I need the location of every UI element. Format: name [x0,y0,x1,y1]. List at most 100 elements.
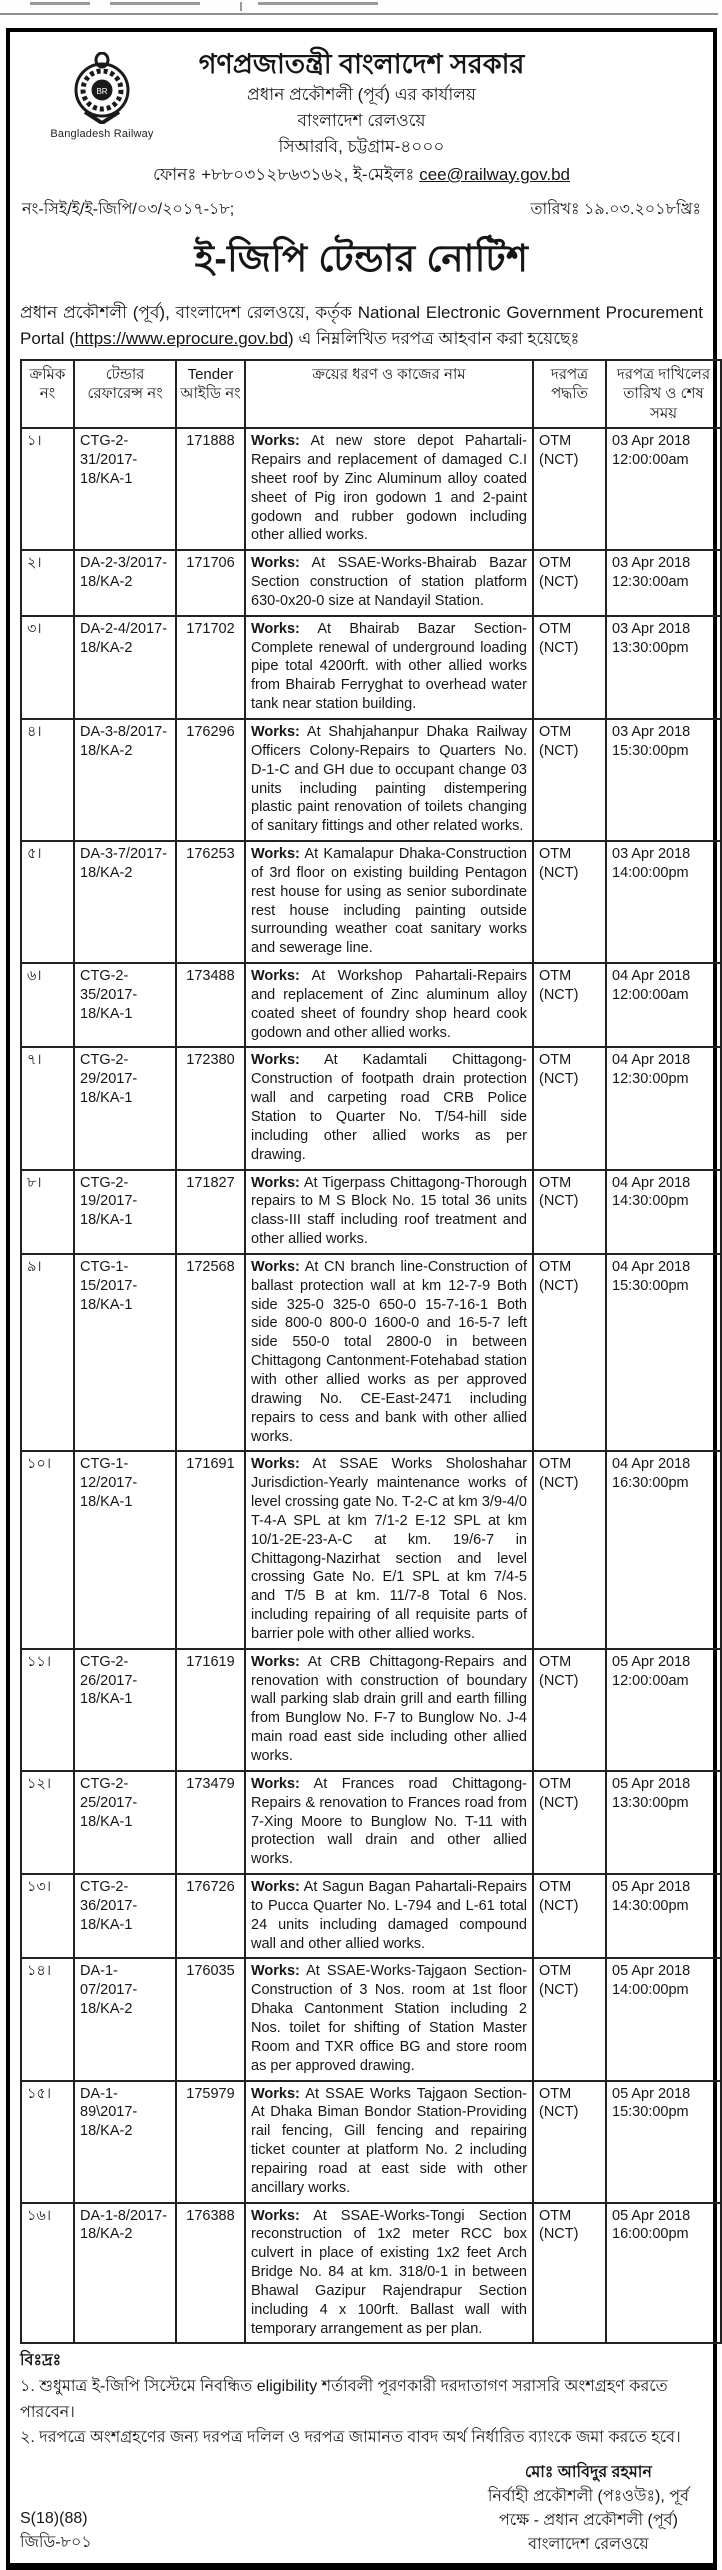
method-cell: OTM (NCT) [532,2201,607,2345]
works-label: Works: [251,968,300,985]
footer-code-1: S(18)(88) [20,2509,88,2527]
works-description-cell: Works: At Shahjahanpur Dhaka Railway Off… [244,717,534,843]
method-cell: OTM (NCT) [532,549,607,617]
submission-date: 03 Apr 2018 [612,846,691,863]
table-row: ৬। CTG-2-35/2017-18/KA-1 173488 Works: At W… [20,962,722,1049]
railway-emblem-icon: BR [74,52,130,124]
footer-codes: S(18)(88) জিডি-৮০১ [20,2507,92,2557]
submission-date-cell: 04 Apr 2018 15:30:00pm [605,1252,722,1453]
contact-line: ফোনঃ +৮৮০৩১২৮৬৩১৬২, ই-মেইলঃ cee@railway.… [20,161,703,188]
header-serial: ক্রমিক নং [20,358,75,430]
table-row: ৯। CTG-1-15/2017-18/KA-1 172568 Works: At C… [20,1252,722,1453]
serial-cell: ৭। [20,1046,75,1171]
works-label: Works: [251,1174,300,1191]
tender-id-cell: 176253 [175,840,246,965]
table-row: ১০। CTG-1-12/2017-18/KA-1 171691 Works: At … [20,1450,722,1650]
submission-date: 03 Apr 2018 [612,433,691,450]
submission-date-cell: 05 Apr 2018 12:00:00am [605,1647,722,1772]
submission-time: 15:30:00pm [612,2104,689,2121]
note-item-2: ২. দরপত্রে অংশগ্রহণের জন্য দরপত্র দলিল ও… [20,2429,681,2447]
submission-time: 15:30:00pm [612,742,689,759]
works-label: Works: [251,1052,300,1069]
tender-id-cell: 172380 [175,1046,246,1171]
tender-id-cell: 173488 [175,962,246,1049]
submission-time: 16:00:00pm [612,2226,689,2243]
works-description-cell: Works: At SSAE Works Sholoshahar Jurisdi… [244,1450,534,1650]
submission-time: 14:00:00pm [612,864,689,881]
works-description-cell: Works: At CN branch line-Construction of… [244,1252,534,1453]
works-label: Works: [251,846,300,863]
submission-date: 05 Apr 2018 [612,1653,691,1670]
works-description-cell: Works: At new store depot Pahartali-Repa… [244,427,534,552]
serial-cell: ৩। [20,614,75,720]
submission-date-cell: 05 Apr 2018 16:00:00pm [605,2201,722,2345]
header-submission: দরপত্র দাখিলের তারিখ ও শেষ সময় [605,358,722,430]
tender-id-cell: 171706 [175,549,246,617]
bangladesh-railway-logo: BR Bangladesh Railway [42,52,162,140]
method-cell: OTM (NCT) [532,717,607,843]
cut-text-artifact [240,2,242,11]
works-label: Works: [251,723,300,740]
tender-ref-cell: DA-3-7/2017-18/KA-2 [73,840,177,965]
method-cell: OTM (NCT) [532,2079,607,2204]
submission-date-cell: 05 Apr 2018 14:00:00pm [605,1957,722,2082]
tender-ref-cell: DA-1-89\2017-18/KA-2 [73,2079,177,2204]
email-link[interactable]: cee@railway.gov.bd [419,164,571,184]
works-label: Works: [251,2207,300,2224]
tender-id-cell: 171702 [175,614,246,720]
serial-cell: ৮। [20,1168,75,1255]
table-row: ৫। DA-3-7/2017-18/KA-2 176253 Works: At Kam… [20,840,722,965]
submission-date: 05 Apr 2018 [612,1775,691,1792]
submission-date: 03 Apr 2018 [612,620,691,637]
cut-text-artifact [110,2,200,5]
submission-date-cell: 04 Apr 2018 12:00:00am [605,962,722,1049]
works-description-cell: Works: At Sagun Bagan Pahartali-Repairs … [244,1873,534,1960]
table-row: ৭। CTG-2-29/2017-18/KA-1 172380 Works: At K… [20,1046,722,1171]
tender-id-cell: 171691 [175,1450,246,1650]
tender-id-cell: 171888 [175,427,246,552]
works-description-cell: Works: At Tigerpass Chittagong-Thorough … [244,1168,534,1255]
submission-date: 05 Apr 2018 [612,1879,691,1896]
submission-date: 04 Apr 2018 [612,1258,691,1275]
works-description-cell: Works: At SSAE-Works-Bhairab Bazar Secti… [244,549,534,617]
eprocure-link[interactable]: https://www.eprocure.gov.bd [74,329,289,349]
method-cell: OTM (NCT) [532,962,607,1049]
intro-text-before: প্রধান প্রকৌশলী (পূর্ব), বাংলাদেশ রেলওয়… [20,302,703,349]
tender-ref-cell: CTG-2-26/2017-18/KA-1 [73,1647,177,1772]
submission-date: 03 Apr 2018 [612,723,691,740]
works-label: Works: [251,1258,300,1275]
government-title: গণপ্রজাতন্ত্রী বাংলাদেশ সরকার [198,49,525,79]
submission-time: 14:30:00pm [612,1897,689,1914]
serial-cell: ১। [20,427,75,552]
tender-ref-cell: DA-2-4/2017-18/KA-2 [73,614,177,720]
works-description-cell: Works: At Workshop Pahartali-Repairs and… [244,962,534,1049]
tender-ref-cell: DA-1-8/2017-18/KA-2 [73,2201,177,2345]
works-description-cell: Works: At Kamalapur Dhaka-Construction o… [244,840,534,965]
table-row: ১। CTG-2-31/2017-18/KA-1 171888 Works: At n… [20,427,722,552]
table-row: ১৩। CTG-2-36/2017-18/KA-1 176726 Works: At … [20,1873,722,1960]
signatory-on-behalf: পক্ষে - প্রধান প্রকৌশলী (পূর্ব) [498,2511,678,2529]
submission-time: 12:30:00am [612,574,689,591]
submission-time: 14:30:00pm [612,1193,689,1210]
submission-date-cell: 05 Apr 2018 15:30:00pm [605,2079,722,2204]
works-description-cell: Works: At SSAE-Works-Tongi Section recon… [244,2201,534,2345]
submission-time: 16:30:00pm [612,1475,689,1492]
header-tender-id: Tender আইডি নং [175,358,246,430]
method-cell: OTM (NCT) [532,1647,607,1772]
tender-table: ক্রমিক নং টেন্ডার রেফারেন্স নং Tender আই… [20,358,722,2345]
tender-ref-cell: DA-2-3/2017-18/KA-2 [73,549,177,617]
submission-date-cell: 03 Apr 2018 14:00:00pm [605,840,722,965]
signatory-organization: বাংলাদেশ রেলওয়ে [528,2535,649,2553]
office-name: প্রধান প্রকৌশলী (পূর্ব) এর কার্যালয় [247,84,476,104]
intro-text-after: ) এ নিম্নলিখিত দরপত্র আহবান করা হয়েছেঃ [288,329,580,349]
tender-ref-cell: CTG-2-35/2017-18/KA-1 [73,962,177,1049]
submission-date: 05 Apr 2018 [612,1963,691,1980]
method-cell: OTM (NCT) [532,1957,607,2082]
works-label: Works: [251,433,300,450]
tender-ref-cell: DA-1-07/2017-18/KA-2 [73,1957,177,2082]
serial-cell: ১১। [20,1647,75,1772]
submission-time: 12:00:00am [612,986,689,1003]
page-top-artifact [0,0,722,28]
submission-date-cell: 05 Apr 2018 13:30:00pm [605,1769,722,1876]
header-works: ক্রয়ের ধরণ ও কাজের নাম [244,358,534,430]
